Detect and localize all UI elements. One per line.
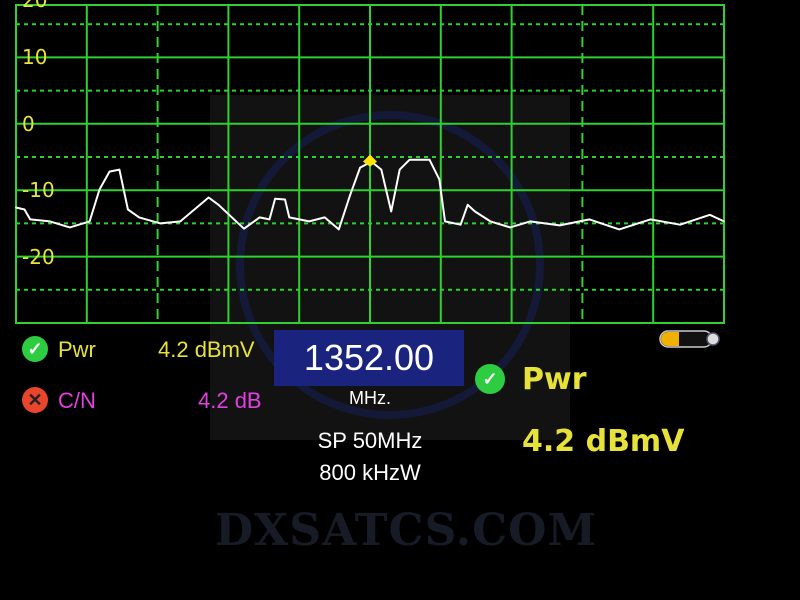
- frequency-value: 1352.00: [303, 337, 435, 378]
- y-tick-minus-10: -10: [22, 178, 55, 202]
- trace-point: [459, 223, 462, 226]
- trace-point: [308, 220, 310, 223]
- rbw: 800 kHzW: [319, 460, 421, 485]
- y-tick-0: 0: [22, 112, 35, 136]
- trace-point: [408, 158, 411, 161]
- trace-point: [288, 216, 291, 219]
- trace-point: [274, 198, 276, 200]
- trace-point: [390, 210, 393, 213]
- trace-point: [284, 198, 286, 201]
- trace-point: [268, 218, 271, 221]
- trace-point: [69, 226, 71, 229]
- trace-point: [217, 204, 220, 206]
- trace-point: [49, 220, 51, 223]
- peak-marker: [363, 154, 377, 167]
- trace-point: [108, 170, 111, 173]
- trace-point: [349, 194, 351, 196]
- watermark: DXSATCS.COM: [215, 505, 598, 556]
- trace-point: [588, 218, 591, 221]
- trace-point: [679, 223, 681, 226]
- check-icon: ✓: [22, 336, 48, 362]
- plot-border: [15, 4, 725, 324]
- cn-label: C/N: [58, 388, 96, 413]
- trace-point: [359, 166, 361, 169]
- center-frequency: 1352.00: [274, 330, 464, 386]
- pwr-label: Pwr: [58, 337, 96, 362]
- big-pwr-value: 4.2 dBmV: [522, 424, 685, 459]
- y-tick-20: 20: [22, 0, 48, 12]
- trace-point: [243, 227, 245, 230]
- trace-point: [193, 208, 196, 211]
- trace-point: [207, 196, 210, 199]
- check-icon: ✓: [475, 364, 505, 394]
- trace-point: [15, 206, 17, 209]
- x-icon: ✕: [22, 387, 48, 413]
- trace-point: [509, 226, 511, 229]
- trace-point: [529, 220, 531, 223]
- trace-point: [723, 220, 725, 223]
- trace-point: [179, 220, 182, 223]
- trace-point: [138, 216, 140, 219]
- trace-point: [398, 168, 401, 171]
- trace-point: [466, 204, 469, 206]
- trace-point: [118, 168, 121, 171]
- trace-point: [88, 220, 91, 223]
- trace-point: [380, 168, 383, 171]
- trace-point: [649, 218, 652, 221]
- trace-point: [428, 158, 431, 161]
- trace-point: [226, 211, 228, 214]
- trace-point: [159, 222, 162, 225]
- battery-icon: [659, 330, 720, 348]
- trace-point: [23, 208, 26, 211]
- span: SP 50MHz: [317, 428, 423, 453]
- trace-point: [709, 213, 711, 216]
- y-tick-minus-20: -20: [22, 245, 55, 269]
- trace-point: [258, 216, 261, 219]
- trace-point: [127, 208, 129, 211]
- trace-point: [558, 224, 561, 227]
- cn-value: 4.2 dB: [198, 388, 262, 413]
- pwr-value: 4.2 dBmV: [158, 337, 255, 362]
- trace-point: [444, 220, 446, 223]
- trace-point: [29, 218, 31, 221]
- frequency-unit: MHz.: [349, 388, 391, 408]
- big-pwr-label: Pwr: [522, 362, 587, 397]
- trace-point: [438, 178, 441, 181]
- watermark-logo: [236, 111, 544, 419]
- trace-point: [473, 210, 476, 213]
- y-tick-10: 10: [22, 45, 48, 69]
- trace-point: [323, 216, 326, 219]
- trace-point: [489, 220, 492, 223]
- trace-point: [338, 228, 340, 231]
- trace-point: [618, 228, 621, 231]
- trace-point: [98, 188, 101, 191]
